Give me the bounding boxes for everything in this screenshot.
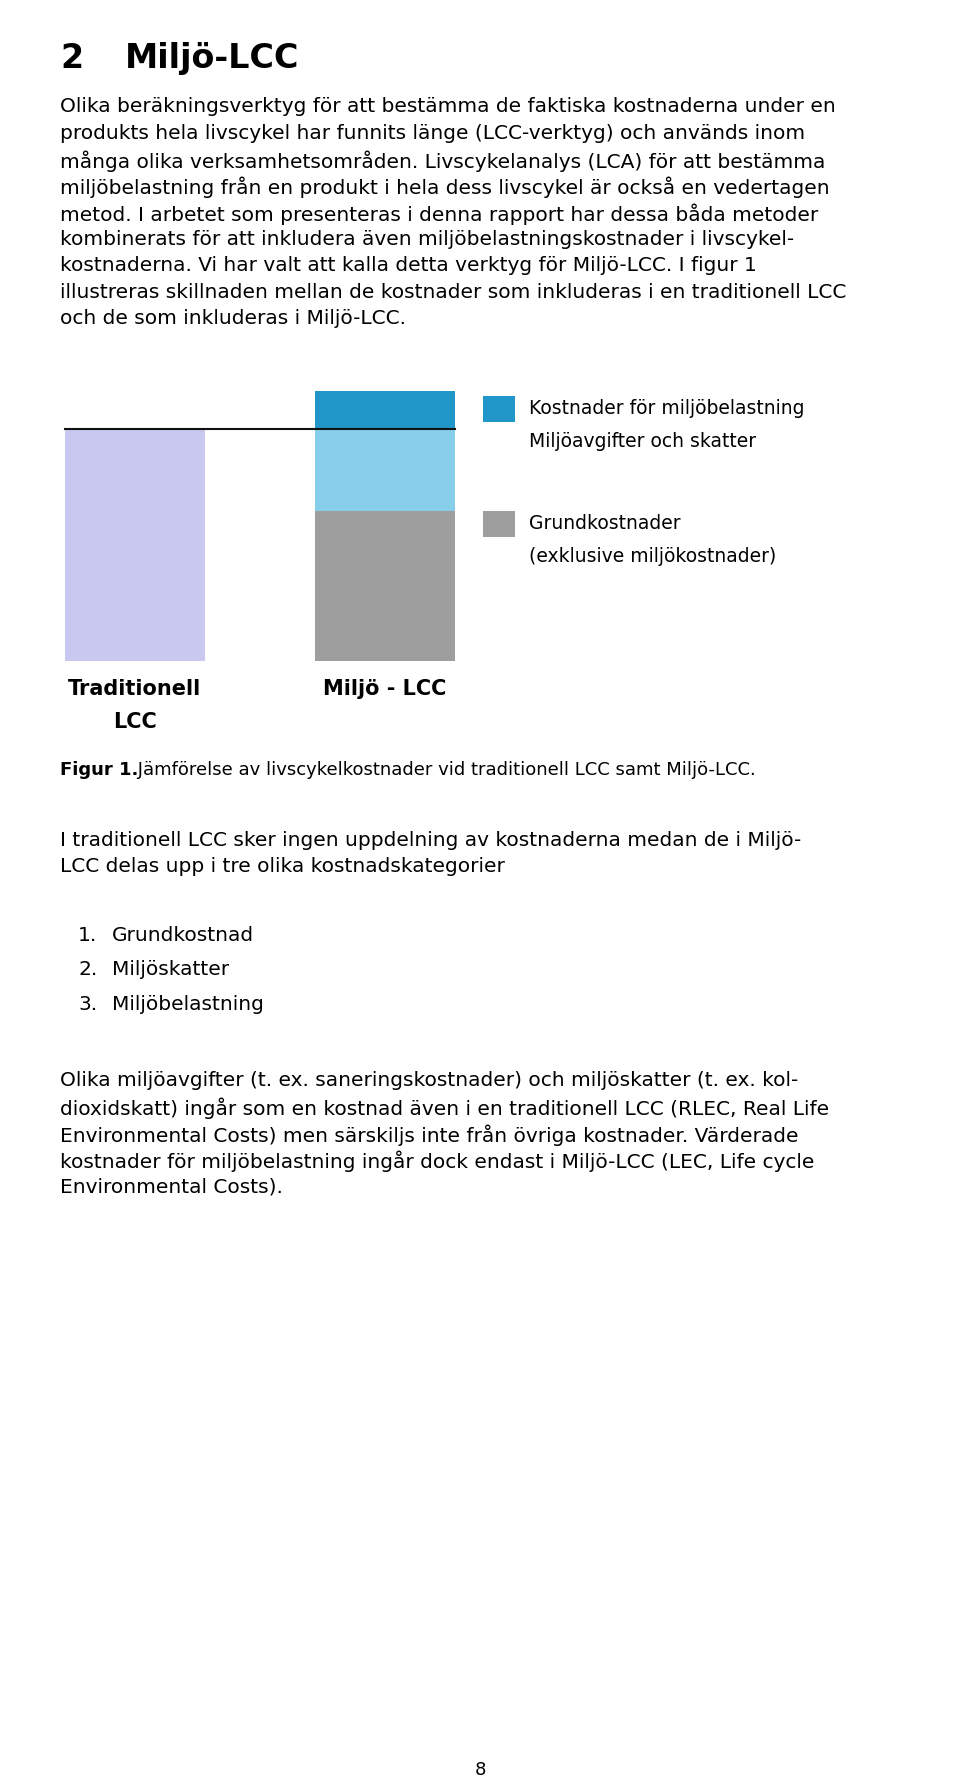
Text: 2.: 2.	[78, 961, 97, 979]
Text: 1.: 1.	[78, 925, 97, 945]
Text: LCC: LCC	[113, 711, 156, 732]
Text: dioxidskatt) ingår som en kostnad även i en traditionell LCC (RLEC, Real Life: dioxidskatt) ingår som en kostnad även i…	[60, 1098, 829, 1120]
Text: kostnader för miljöbelastning ingår dock endast i Miljö-LCC (LEC, Life cycle: kostnader för miljöbelastning ingår dock…	[60, 1150, 814, 1172]
Text: Figur 1.: Figur 1.	[60, 761, 138, 779]
Text: illustreras skillnaden mellan de kostnader som inkluderas i en traditionell LCC: illustreras skillnaden mellan de kostnad…	[60, 282, 847, 302]
Text: Jämförelse av livscykelkostnader vid traditionell LCC samt Miljö-LCC.: Jämförelse av livscykelkostnader vid tra…	[132, 761, 756, 779]
Bar	[65, 429, 205, 661]
Text: och de som inkluderas i Miljö-LCC.: och de som inkluderas i Miljö-LCC.	[60, 309, 406, 329]
Text: Grundkostnad: Grundkostnad	[112, 925, 254, 945]
Text: Traditionell: Traditionell	[68, 679, 202, 698]
Text: Environmental Costs) men särskiljs inte från övriga kostnader. Värderade: Environmental Costs) men särskiljs inte …	[60, 1123, 799, 1145]
Text: Environmental Costs).: Environmental Costs).	[60, 1177, 283, 1197]
Text: I traditionell LCC sker ingen uppdelning av kostnaderna medan de i Miljö-: I traditionell LCC sker ingen uppdelning…	[60, 830, 802, 850]
Text: Olika miljöavgifter (t. ex. saneringskostnader) och miljöskatter (t. ex. kol-: Olika miljöavgifter (t. ex. saneringskos…	[60, 1072, 799, 1089]
Bar	[483, 511, 515, 536]
Text: Grundkostnader: Grundkostnader	[529, 514, 681, 532]
Text: Miljö-LCC: Miljö-LCC	[125, 43, 300, 75]
Text: Miljöbelastning: Miljöbelastning	[112, 995, 264, 1013]
Text: miljöbelastning från en produkt i hela dess livscykel är också en vedertagen: miljöbelastning från en produkt i hela d…	[60, 177, 829, 198]
Text: Kostnader för miljöbelastning: Kostnader för miljöbelastning	[529, 398, 804, 418]
Text: 8: 8	[474, 1761, 486, 1779]
Text: LCC delas upp i tre olika kostnadskategorier: LCC delas upp i tre olika kostnadskatego…	[60, 857, 505, 875]
Text: många olika verksamhetsområden. Livscykelanalys (LCA) för att bestämma: många olika verksamhetsområden. Livscyke…	[60, 150, 826, 171]
Text: 2: 2	[60, 43, 84, 75]
Text: (exklusive miljökostnader): (exklusive miljökostnader)	[529, 547, 777, 566]
Text: kostnaderna. Vi har valt att kalla detta verktyg för Miljö-LCC. I figur 1: kostnaderna. Vi har valt att kalla detta…	[60, 255, 756, 275]
Text: Olika beräkningsverktyg för att bestämma de faktiska kostnaderna under en: Olika beräkningsverktyg för att bestämma…	[60, 96, 836, 116]
Text: kombinerats för att inkludera även miljöbelastningskostnader i livscykel-: kombinerats för att inkludera även miljö…	[60, 229, 794, 248]
Bar	[483, 395, 515, 421]
Text: Miljö - LCC: Miljö - LCC	[324, 679, 446, 698]
Text: Miljöavgifter och skatter: Miljöavgifter och skatter	[529, 432, 756, 450]
Text: 3.: 3.	[78, 995, 97, 1013]
Bar	[315, 511, 455, 661]
Text: metod. I arbetet som presenteras i denna rapport har dessa båda metoder: metod. I arbetet som presenteras i denna…	[60, 204, 818, 225]
Bar	[315, 391, 455, 429]
Text: Miljöskatter: Miljöskatter	[112, 961, 229, 979]
Bar	[315, 429, 455, 511]
Text: produkts hela livscykel har funnits länge (LCC-verktyg) och används inom: produkts hela livscykel har funnits läng…	[60, 123, 805, 143]
